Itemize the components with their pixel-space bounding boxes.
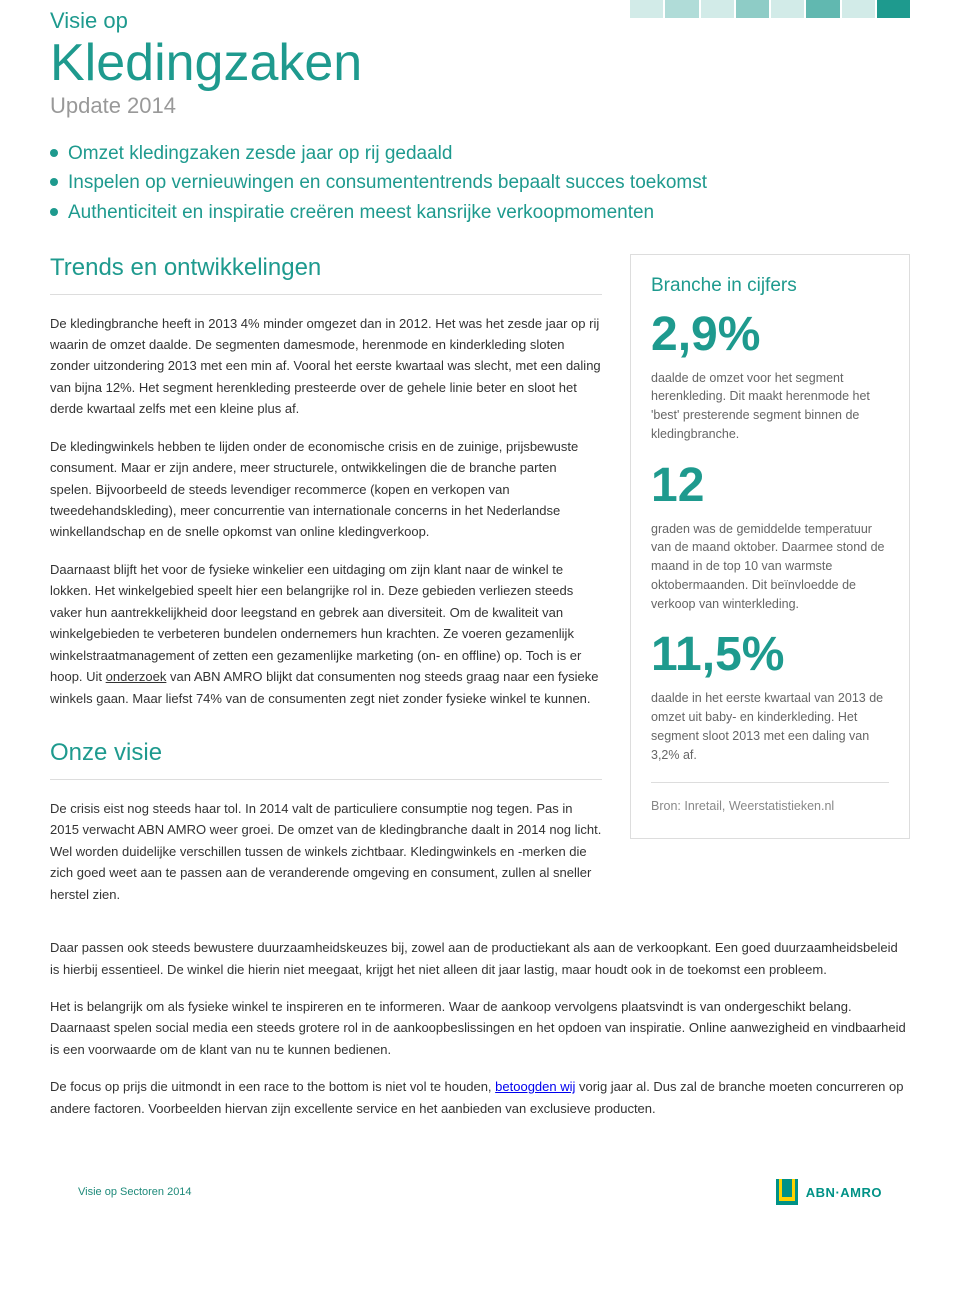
body-paragraph: De focus op prijs die uitmondt in een ra… bbox=[50, 1076, 910, 1119]
page: Visie op Kledingzaken Update 2014 Omzet … bbox=[0, 0, 960, 1245]
bullet-text: Omzet kledingzaken zesde jaar op rij ged… bbox=[68, 141, 452, 167]
section-heading-visie: Onze visie bbox=[50, 739, 602, 780]
body-paragraph: Het is belangrijk om als fysieke winkel … bbox=[50, 996, 910, 1060]
body-paragraph: De kledingwinkels hebben te lijden onder… bbox=[50, 436, 602, 543]
page-footer: Visie op Sectoren 2014 ABN·AMRO bbox=[50, 1179, 910, 1205]
bullet-item: Inspelen op vernieuwingen en consumenten… bbox=[50, 170, 910, 196]
sidebar-source: Bron: Inretail, Weerstatistieken.nl bbox=[651, 782, 889, 816]
sidebar-stats: Branche in cijfers 2,9% daalde de omzet … bbox=[630, 254, 910, 840]
link-betoogden[interactable]: betoogden wij bbox=[495, 1079, 575, 1094]
bullet-text: Authenticiteit en inspiratie creëren mee… bbox=[68, 200, 654, 226]
lower-body: Daar passen ook steeds bewustere duurzaa… bbox=[50, 937, 910, 1119]
stat-value: 11,5% bbox=[651, 631, 889, 679]
section-heading-trends: Trends en ontwikkelingen bbox=[50, 254, 602, 295]
logo-text: ABN·AMRO bbox=[806, 1185, 882, 1200]
page-title: Kledingzaken bbox=[50, 36, 910, 91]
main-column: Trends en ontwikkelingen De kledingbranc… bbox=[50, 254, 602, 922]
sidebar-title: Branche in cijfers bbox=[651, 275, 889, 297]
stat-value: 2,9% bbox=[651, 311, 889, 359]
body-paragraph: Daar passen ook steeds bewustere duurzaa… bbox=[50, 937, 910, 980]
stat-value: 12 bbox=[651, 462, 889, 510]
bullet-item: Authenticiteit en inspiratie creëren mee… bbox=[50, 200, 910, 226]
bullet-dot-icon bbox=[50, 208, 58, 216]
stat-description: graden was de gemiddelde temperatuur van… bbox=[651, 520, 889, 614]
bullet-dot-icon bbox=[50, 178, 58, 186]
two-column-layout: Trends en ontwikkelingen De kledingbranc… bbox=[50, 254, 910, 922]
bullet-dot-icon bbox=[50, 149, 58, 157]
footer-text: Visie op Sectoren 2014 bbox=[78, 1186, 192, 1198]
subtitle: Update 2014 bbox=[50, 93, 910, 119]
stat-description: daalde de omzet voor het segment herenkl… bbox=[651, 369, 889, 444]
shield-icon bbox=[776, 1179, 798, 1205]
body-text: De focus op prijs die uitmondt in een ra… bbox=[50, 1079, 495, 1094]
header-decoration bbox=[630, 0, 910, 18]
stat-description: daalde in het eerste kwartaal van 2013 d… bbox=[651, 689, 889, 764]
body-paragraph: De kledingbranche heeft in 2013 4% minde… bbox=[50, 313, 602, 420]
body-paragraph: De crisis eist nog steeds haar tol. In 2… bbox=[50, 798, 602, 905]
body-text: Daarnaast blijft het voor de fysieke win… bbox=[50, 562, 581, 684]
bullet-text: Inspelen op vernieuwingen en consumenten… bbox=[68, 170, 707, 196]
link-onderzoek[interactable]: onderzoek bbox=[106, 669, 167, 684]
bullet-item: Omzet kledingzaken zesde jaar op rij ged… bbox=[50, 141, 910, 167]
brand-logo: ABN·AMRO bbox=[776, 1179, 882, 1205]
body-paragraph: Daarnaast blijft het voor de fysieke win… bbox=[50, 559, 602, 709]
highlight-bullets: Omzet kledingzaken zesde jaar op rij ged… bbox=[50, 141, 910, 226]
